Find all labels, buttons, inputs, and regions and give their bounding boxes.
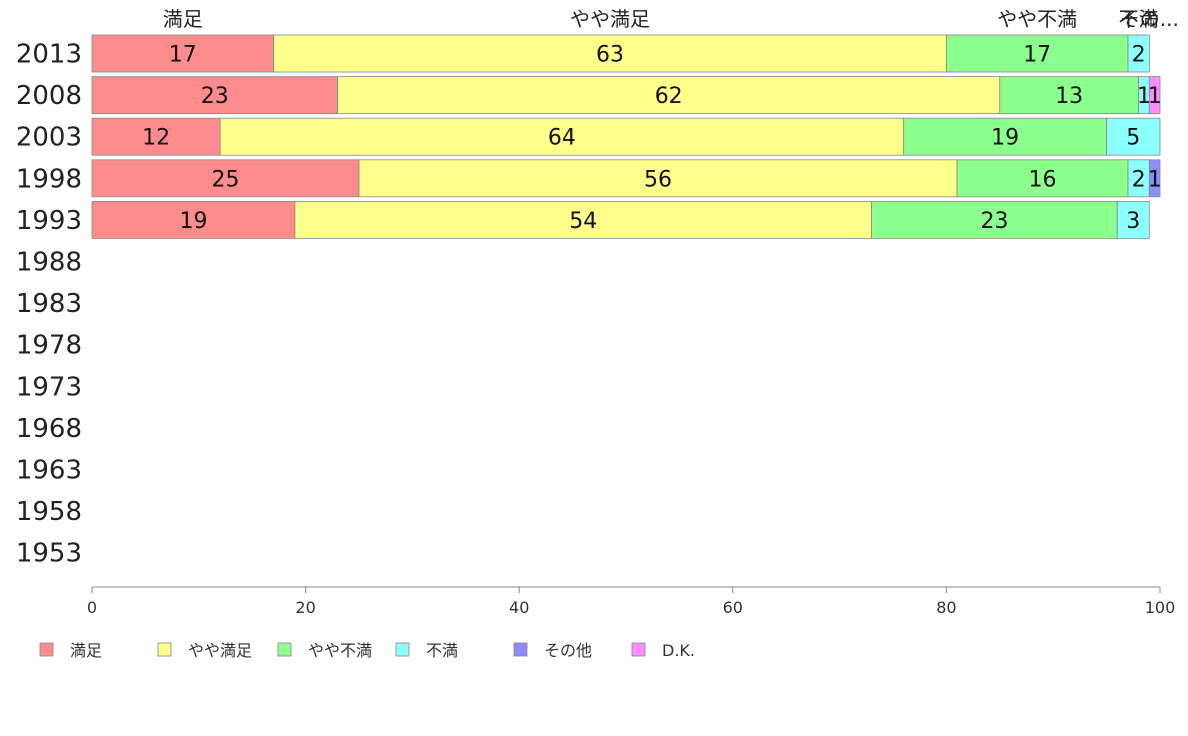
bar-segment bbox=[999, 76, 1139, 114]
year-label: 1998 bbox=[16, 164, 82, 194]
bar-segment bbox=[946, 34, 1129, 73]
legend-label: やや不満 bbox=[308, 641, 372, 660]
year-label: 1958 bbox=[16, 497, 82, 527]
year-label: 2003 bbox=[16, 123, 82, 153]
data-label: 54 bbox=[569, 209, 597, 234]
data-label: 64 bbox=[548, 126, 576, 151]
data-label: 2 bbox=[1132, 167, 1146, 192]
legend-label: その他 bbox=[544, 641, 592, 660]
year-label: 1953 bbox=[16, 539, 82, 569]
column-heading: やや不満 bbox=[997, 7, 1077, 31]
bar-segment bbox=[1116, 200, 1150, 239]
data-label: 56 bbox=[644, 167, 672, 192]
bar-segment bbox=[294, 200, 873, 239]
tick-label: 20 bbox=[295, 598, 315, 617]
data-label: 1 bbox=[1148, 167, 1162, 192]
year-label: 1993 bbox=[16, 206, 82, 236]
bar-segment bbox=[337, 76, 1001, 114]
legend-label: やや満足 bbox=[188, 641, 252, 660]
legend-label: D.K. bbox=[662, 641, 695, 660]
year-label: 1983 bbox=[16, 289, 82, 319]
data-label: 17 bbox=[169, 43, 197, 68]
bar-segment bbox=[1148, 76, 1161, 114]
column-heading: 不満 bbox=[1119, 7, 1159, 31]
top-labels: 満足 やや満足 やや不満 不満その... bbox=[163, 7, 1179, 31]
data-label: 12 bbox=[142, 126, 170, 151]
bar-segment bbox=[91, 159, 360, 198]
legend-swatch bbox=[277, 642, 292, 657]
data-label: 1 bbox=[1137, 84, 1151, 109]
legend-swatch bbox=[39, 642, 54, 657]
year-label: 1968 bbox=[16, 414, 82, 444]
tick-label: 0 bbox=[87, 598, 97, 617]
data-label: 63 bbox=[596, 43, 624, 68]
x-axis: 0 20 40 60 80 100 bbox=[87, 586, 1176, 617]
column-heading: 満足 bbox=[163, 7, 203, 31]
bar-segment bbox=[956, 159, 1129, 198]
bar-segment bbox=[1127, 34, 1150, 73]
data-label: 16 bbox=[1029, 167, 1057, 192]
legend: 満足 やや満足 やや不満 不満 その他 D.K. bbox=[39, 641, 695, 660]
data-label: 25 bbox=[212, 167, 240, 192]
legend-swatch bbox=[157, 642, 172, 657]
legend-label: 満足 bbox=[70, 641, 102, 660]
data-label: 19 bbox=[180, 209, 208, 234]
bar-segment bbox=[273, 34, 947, 73]
bar-segment bbox=[903, 117, 1108, 156]
bar-segment bbox=[91, 34, 275, 73]
year-label: 2008 bbox=[16, 81, 82, 111]
data-label: 13 bbox=[1055, 84, 1083, 109]
year-label: 1988 bbox=[16, 248, 82, 278]
legend-swatch bbox=[395, 642, 410, 657]
column-heading: その... bbox=[1120, 7, 1179, 31]
bar-segment bbox=[358, 159, 958, 198]
legend-swatch bbox=[631, 642, 646, 657]
bar-segment bbox=[871, 200, 1118, 239]
data-label: 3 bbox=[1126, 209, 1140, 234]
year-label: 2013 bbox=[16, 40, 82, 70]
year-labels: 2013 2008 2003 1998 1993 1988 1983 1978 1973 1968… bbox=[16, 40, 82, 569]
legend-swatch bbox=[513, 642, 528, 657]
tick-label: 80 bbox=[936, 598, 956, 617]
legend-label: 不満 bbox=[426, 641, 458, 660]
bar-segment bbox=[91, 117, 221, 156]
tick-label: 100 bbox=[1145, 598, 1176, 617]
data-label: 62 bbox=[655, 84, 683, 109]
bar-segment bbox=[1106, 117, 1161, 156]
tick-label: 60 bbox=[723, 598, 743, 617]
data-label: 23 bbox=[981, 209, 1009, 234]
bar-segment bbox=[91, 200, 296, 239]
year-label: 1963 bbox=[16, 456, 82, 486]
tick-label: 40 bbox=[509, 598, 529, 617]
bar-segment bbox=[91, 76, 339, 114]
year-label: 1978 bbox=[16, 331, 82, 361]
data-label: 1 bbox=[1148, 84, 1162, 109]
data-label: 17 bbox=[1023, 43, 1051, 68]
bar-segment bbox=[1148, 159, 1161, 198]
data-label: 2 bbox=[1132, 43, 1146, 68]
data-label: 23 bbox=[201, 84, 229, 109]
data-label: 19 bbox=[991, 126, 1019, 151]
year-label: 1973 bbox=[16, 372, 82, 402]
column-heading: やや満足 bbox=[570, 7, 650, 31]
data-label: 5 bbox=[1126, 126, 1140, 151]
